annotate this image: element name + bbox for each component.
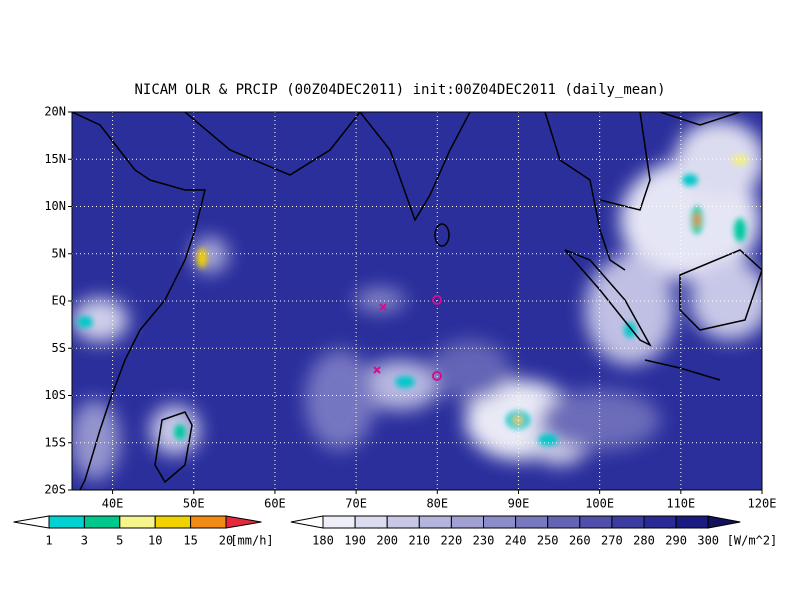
colorbar-segment [418,515,452,529]
colorbar-unit: [W/m^2] [727,534,778,548]
colorbar-label: 220 [441,534,463,548]
lat-label: EQ [52,294,66,308]
colorbar-segment [450,515,484,529]
axes: 20N 15N 10N 5N EQ 5S 10S 15S 20S 40E 50E 60E 70E 80E 9… [44,105,776,511]
lat-label: 5S [52,341,66,355]
lon-label: 40E [102,497,124,511]
colorbar-segment [579,515,613,529]
colorbar-segment [515,515,549,529]
colorbar-label: 20 [219,534,233,548]
lat-label: 20S [44,483,66,497]
colorbar-arrow [225,515,262,529]
lat-label: 15S [44,435,66,449]
colorbar-segment [154,515,192,529]
lon-label: 70E [345,497,367,511]
map-field [72,112,762,490]
colorbar-label: 200 [376,534,398,548]
lon-label: 120E [748,497,777,511]
colorbar-label: 10 [148,534,162,548]
colorbar-segment [386,515,420,529]
lon-label: 100E [585,497,614,511]
lat-label: 5N [52,246,66,260]
colorbar-segment [119,515,156,529]
colorbar-segment [547,515,581,529]
markers [373,295,442,381]
colorbar-label: 210 [408,534,430,548]
colorbar-segment [48,515,85,529]
lon-label: 90E [508,497,530,511]
map-title: NICAM OLR & PRCIP (00Z04DEC2011) init:00… [134,82,665,98]
lat-label: 20N [44,105,66,119]
colorbar-segment [483,515,517,529]
lat-label: 10N [44,199,66,213]
colorbar-label: 250 [537,534,559,548]
colorbars: 1 3 5 10 15 20[mm/h] 180 190 200 210 220 230 240 250 2… [13,515,778,548]
colorbar-segment [190,515,227,529]
colorbar-unit: [mm/h] [230,534,273,548]
colorbar-label: 230 [473,534,495,548]
colorbar-label: 3 [81,534,88,548]
lon-label: 50E [183,497,205,511]
colorbar-label: 190 [344,534,366,548]
colorbar-segment [643,515,677,529]
colorbar-label: 180 [312,534,334,548]
colorbar-label: 240 [505,534,527,548]
colorbar-label: 15 [183,534,197,548]
lon-label: 80E [426,497,448,511]
colorbar-arrow [707,515,741,529]
colorbar-label: 300 [697,534,719,548]
colorbar-label: 260 [569,534,591,548]
colorbar-label: 5 [116,534,123,548]
lon-label: 110E [666,497,695,511]
colorbar-segment [83,515,121,529]
grid [72,112,762,490]
lat-label: 10S [44,388,66,402]
colorbar-label: 290 [665,534,687,548]
colorbar-label: 280 [633,534,655,548]
lat-label: 15N [44,152,66,166]
colorbar-segment [354,515,388,529]
lon-label: 60E [264,497,286,511]
coastlines [72,112,762,490]
colorbar-segment [611,515,645,529]
colorbar-segment [322,515,356,529]
colorbar-label: 1 [45,534,52,548]
colorbar-segment [675,515,709,529]
colorbar-label: 270 [601,534,623,548]
colorbar-arrow [290,515,324,529]
colorbar-arrow [13,515,50,529]
